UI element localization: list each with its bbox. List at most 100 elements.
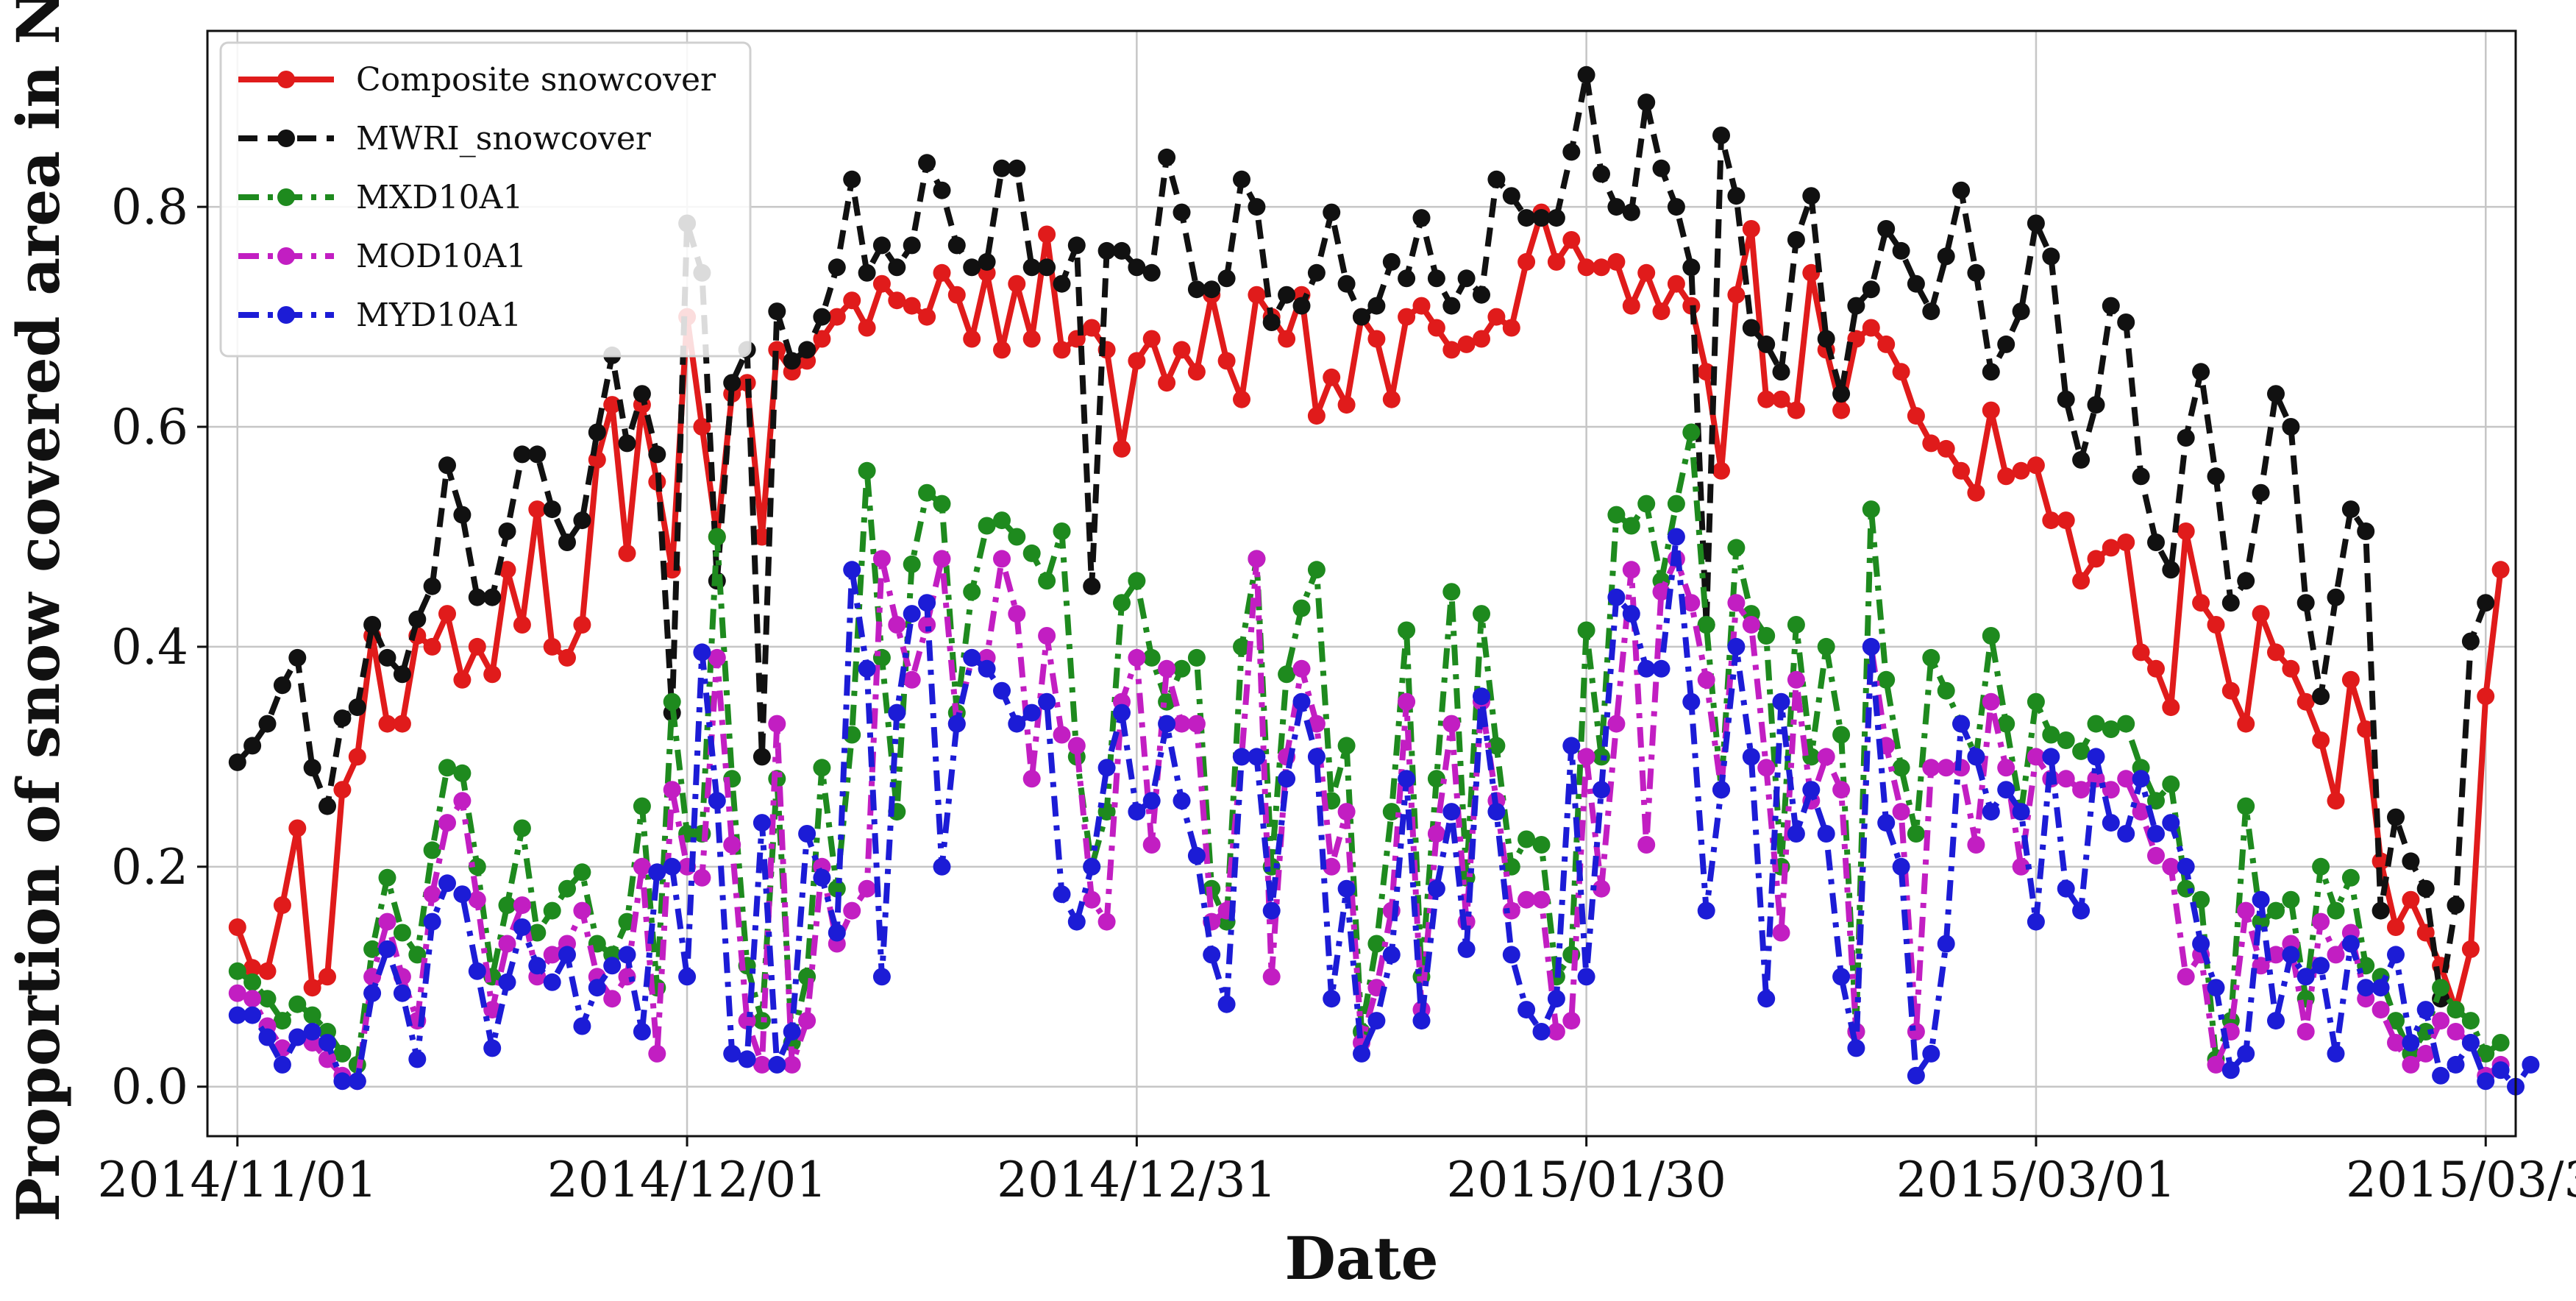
data-point-mwri-snowcover bbox=[288, 648, 307, 667]
data-point-composite-snowcover bbox=[2416, 924, 2435, 942]
data-point-mwri-snowcover bbox=[228, 753, 246, 771]
data-point-myd10a1 bbox=[1337, 879, 1356, 898]
data-point-mwri-snowcover bbox=[872, 236, 891, 255]
series-composite-snowcover bbox=[228, 203, 2510, 1019]
data-point-myd10a1 bbox=[2372, 979, 2390, 997]
data-point-composite-snowcover bbox=[1038, 225, 1056, 244]
data-point-composite-snowcover bbox=[2252, 605, 2270, 623]
data-point-myd10a1 bbox=[1742, 748, 1760, 766]
data-point-mxd10a1 bbox=[333, 1044, 352, 1063]
data-point-mwri-snowcover bbox=[1982, 363, 2000, 381]
data-point-mwri-snowcover bbox=[363, 616, 382, 634]
data-point-composite-snowcover bbox=[993, 341, 1011, 359]
data-point-composite-snowcover bbox=[243, 959, 262, 977]
data-point-mwri-snowcover bbox=[2087, 396, 2105, 414]
data-point-myd10a1 bbox=[2057, 879, 2075, 898]
data-point-mod10a1 bbox=[468, 890, 486, 909]
x-tick-label: 2015/01/30 bbox=[1446, 1152, 1726, 1208]
data-point-composite-snowcover bbox=[1727, 286, 1746, 304]
data-point-mxd10a1 bbox=[1682, 423, 1701, 442]
data-point-myd10a1 bbox=[408, 1050, 427, 1068]
data-point-composite-snowcover bbox=[1427, 319, 1445, 337]
data-point-myd10a1 bbox=[978, 659, 996, 678]
data-point-mwri-snowcover bbox=[933, 181, 951, 199]
data-point-composite-snowcover bbox=[1757, 390, 1776, 408]
data-point-myd10a1 bbox=[1113, 703, 1131, 722]
data-point-myd10a1 bbox=[1982, 803, 2000, 821]
data-point-composite-snowcover bbox=[543, 637, 561, 656]
data-point-composite-snowcover bbox=[1937, 439, 1955, 458]
data-point-mod10a1 bbox=[1997, 759, 2015, 777]
data-point-myd10a1 bbox=[2087, 748, 2105, 766]
data-point-mwri-snowcover bbox=[273, 676, 291, 695]
data-point-myd10a1 bbox=[1532, 1023, 1551, 1041]
data-point-mxd10a1 bbox=[1233, 637, 1250, 656]
data-point-composite-snowcover bbox=[843, 291, 861, 310]
data-point-mwri-snowcover bbox=[1922, 302, 1940, 321]
data-point-mxd10a1 bbox=[1577, 621, 1595, 639]
data-point-mxd10a1 bbox=[2477, 1044, 2495, 1063]
data-point-mxd10a1 bbox=[2027, 692, 2045, 711]
data-point-mwri-snowcover bbox=[828, 258, 846, 277]
data-point-mwri-snowcover bbox=[1262, 313, 1281, 331]
data-point-myd10a1 bbox=[1787, 825, 1805, 843]
data-point-mod10a1 bbox=[1593, 879, 1610, 898]
data-point-myd10a1 bbox=[648, 863, 666, 882]
data-point-mwri-snowcover bbox=[1097, 241, 1116, 260]
data-point-myd10a1 bbox=[1427, 879, 1445, 898]
data-point-composite-snowcover bbox=[1367, 330, 1386, 348]
data-point-composite-snowcover bbox=[1862, 319, 1880, 337]
data-point-mod10a1 bbox=[2102, 781, 2120, 799]
data-point-composite-snowcover bbox=[1562, 231, 1581, 249]
data-point-mod10a1 bbox=[1518, 890, 1536, 909]
data-point-mxd10a1 bbox=[2192, 890, 2210, 909]
data-point-mxd10a1 bbox=[1817, 637, 1835, 656]
data-point-mwri-snowcover bbox=[918, 154, 936, 172]
data-point-myd10a1 bbox=[348, 1072, 366, 1091]
data-point-mod10a1 bbox=[888, 616, 906, 634]
data-point-myd10a1 bbox=[1382, 946, 1401, 964]
data-point-mod10a1 bbox=[1262, 968, 1281, 986]
data-point-composite-snowcover bbox=[348, 748, 366, 766]
data-point-mwri-snowcover bbox=[2237, 572, 2255, 590]
data-point-mod10a1 bbox=[1787, 670, 1805, 689]
data-point-composite-snowcover bbox=[918, 308, 936, 326]
data-point-mwri-snowcover bbox=[1412, 209, 1431, 227]
data-point-mod10a1 bbox=[1622, 561, 1640, 579]
data-point-myd10a1 bbox=[693, 643, 711, 662]
data-point-mwri-snowcover bbox=[1787, 231, 1805, 249]
data-point-mod10a1 bbox=[633, 857, 651, 876]
data-point-composite-snowcover bbox=[1142, 330, 1161, 348]
data-point-composite-snowcover bbox=[2192, 594, 2210, 612]
data-point-myd10a1 bbox=[1353, 1044, 1370, 1063]
data-point-composite-snowcover bbox=[288, 819, 307, 837]
data-point-myd10a1 bbox=[1772, 692, 1790, 711]
data-point-mxd10a1 bbox=[438, 759, 456, 777]
data-point-myd10a1 bbox=[438, 874, 456, 893]
data-point-composite-snowcover bbox=[2221, 681, 2240, 700]
data-point-myd10a1 bbox=[1712, 781, 1730, 799]
data-point-mwri-snowcover bbox=[408, 610, 427, 628]
data-point-mxd10a1 bbox=[993, 511, 1011, 530]
data-point-myd10a1 bbox=[1487, 803, 1506, 821]
data-point-myd10a1 bbox=[288, 1028, 307, 1046]
data-point-mod10a1 bbox=[1022, 770, 1041, 788]
data-point-myd10a1 bbox=[872, 968, 891, 986]
data-point-composite-snowcover bbox=[2027, 456, 2045, 475]
data-point-myd10a1 bbox=[2416, 1001, 2435, 1019]
data-point-mwri-snowcover bbox=[1907, 274, 1925, 293]
data-point-composite-snowcover bbox=[1473, 330, 1490, 348]
data-point-mod10a1 bbox=[723, 836, 741, 854]
data-point-mod10a1 bbox=[1817, 748, 1835, 766]
data-point-mod10a1 bbox=[1427, 825, 1445, 843]
data-point-mod10a1 bbox=[798, 1012, 816, 1030]
data-point-mod10a1 bbox=[693, 868, 711, 887]
data-point-myd10a1 bbox=[2296, 968, 2315, 986]
data-point-myd10a1 bbox=[768, 1055, 786, 1074]
data-point-mwri-snowcover bbox=[2387, 808, 2405, 826]
data-point-mwri-snowcover bbox=[2117, 313, 2135, 331]
data-point-myd10a1 bbox=[633, 1023, 651, 1041]
data-point-mxd10a1 bbox=[1892, 759, 1910, 777]
data-point-mod10a1 bbox=[1697, 670, 1715, 689]
data-point-myd10a1 bbox=[2117, 825, 2135, 843]
